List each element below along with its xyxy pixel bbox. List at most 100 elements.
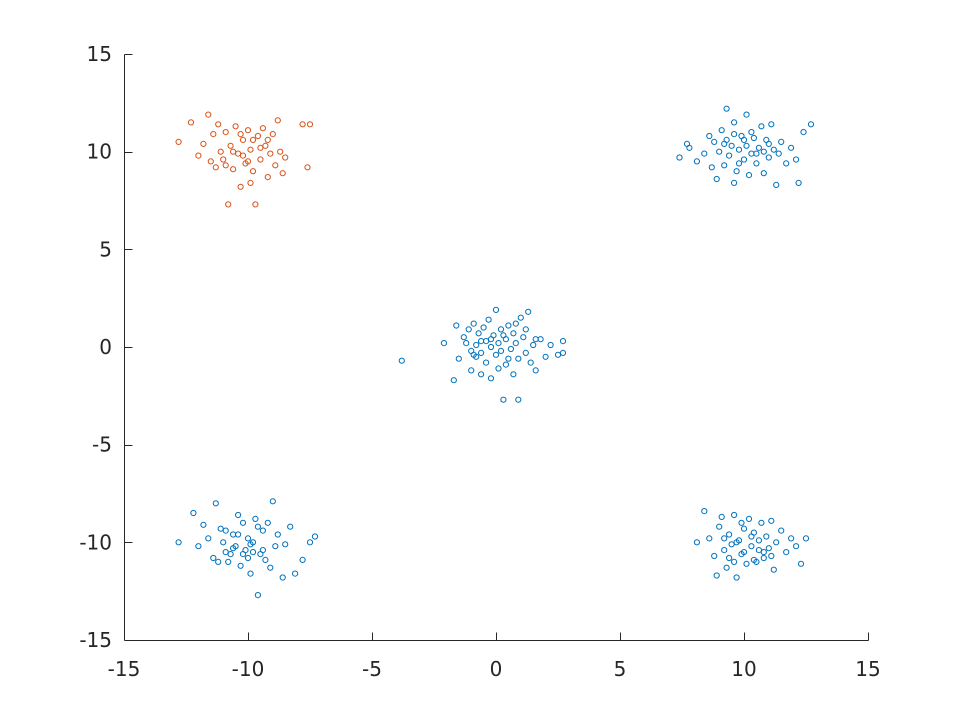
data-point [770,146,777,153]
data-point [230,148,237,155]
data-point [753,150,760,157]
data-point [200,140,207,147]
data-point [453,322,460,329]
data-point [478,338,485,345]
data-point [473,341,480,349]
data-point [398,357,405,364]
data-point [478,349,485,356]
y-tick-label: -5 [92,433,112,457]
data-point [686,144,693,151]
data-point [706,132,713,140]
data-point [807,121,815,128]
data-point [264,174,271,181]
data-point [723,105,730,112]
data-point [230,545,237,552]
data-point [306,539,314,546]
data-point [517,314,524,321]
data-point [783,549,790,556]
data-point [299,556,306,564]
data-point [738,519,745,526]
data-point [559,338,567,345]
data-point [230,531,237,538]
data-point [795,179,802,186]
x-tick-label: 5 [614,657,627,681]
data-point [262,556,269,564]
data-point [483,359,490,366]
data-point [711,138,718,145]
data-point [225,558,232,566]
data-point [505,355,512,362]
data-point [726,554,733,562]
data-point [760,549,767,556]
data-point [713,175,720,183]
data-point [220,539,227,546]
data-point [554,351,562,358]
data-point [247,541,254,548]
data-point [733,168,740,175]
data-point [244,127,252,134]
data-point [708,164,715,171]
data-point [520,334,527,341]
data-point [716,148,723,155]
data-point [492,306,500,313]
data-point [497,347,505,354]
data-point [532,367,539,374]
data-point [743,560,750,567]
data-point [510,371,517,378]
data-point [487,336,495,343]
x-tick-label: -5 [362,657,382,681]
data-point [262,142,269,149]
data-point [227,551,234,558]
data-point [743,111,750,118]
data-point [225,201,232,208]
data-point [773,539,780,546]
data-point [292,570,299,577]
data-point [485,316,492,323]
data-point [500,332,507,339]
data-point [740,549,748,556]
data-point [237,131,244,138]
data-point [495,340,502,347]
data-point [239,152,247,159]
x-tick-label: -15 [108,657,141,681]
data-point [755,537,763,544]
data-point [721,535,728,542]
data-point [279,574,286,581]
data-point [440,340,447,347]
data-point [470,351,477,358]
data-point [750,556,758,564]
data-point [264,519,271,526]
data-point [527,359,534,366]
data-point [311,533,319,540]
data-point [460,334,467,341]
data-point [200,521,207,528]
data-point [287,523,294,530]
data-point [765,154,772,161]
data-point [468,367,475,374]
data-point [227,142,234,149]
data-point [487,343,495,351]
data-point [220,156,227,163]
data-point [244,158,252,165]
data-point [480,324,487,331]
data-point [212,164,219,171]
data-point [522,326,529,333]
data-point [507,345,514,353]
data-point [728,541,735,548]
data-point [770,566,777,573]
data-point [515,396,522,403]
data-point [701,150,708,157]
data-point [252,201,259,208]
data-point [758,519,765,526]
data-point [748,533,755,540]
data-point [217,525,224,532]
data-point [765,140,772,147]
series-0 [175,105,815,599]
data-point [676,154,683,161]
data-point [247,179,254,186]
data-point [247,146,254,153]
data-point [222,162,229,169]
data-point [207,158,214,165]
data-point [175,539,182,546]
